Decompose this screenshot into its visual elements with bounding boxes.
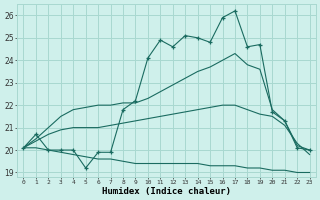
X-axis label: Humidex (Indice chaleur): Humidex (Indice chaleur): [102, 187, 231, 196]
